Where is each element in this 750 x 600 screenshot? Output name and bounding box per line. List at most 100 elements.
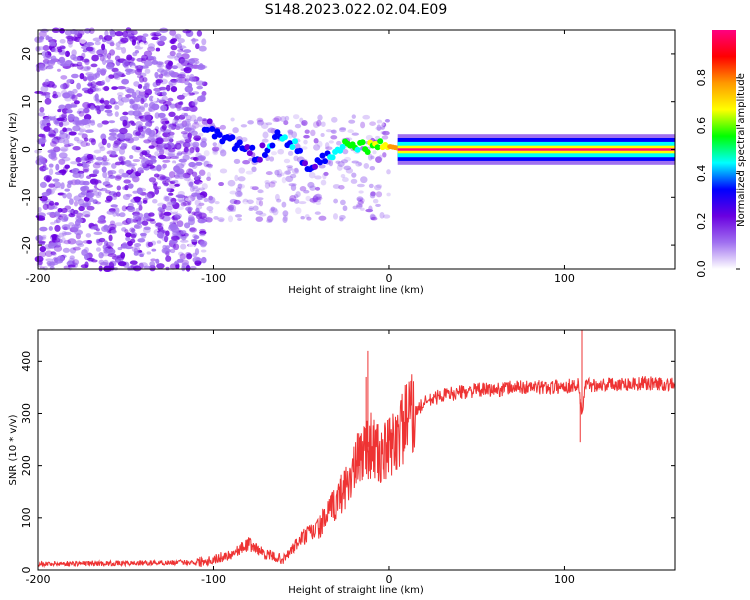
spectrogram-cell xyxy=(369,213,376,221)
spectrogram-cell xyxy=(121,157,130,161)
spectrogram-cell xyxy=(185,253,193,260)
spectrogram-cell xyxy=(159,35,167,42)
spectrogram-cell xyxy=(82,185,90,191)
spectrogram-cell xyxy=(51,138,58,144)
spectrogram-cell xyxy=(43,166,49,171)
ridge-mark xyxy=(204,126,211,133)
spectrogram-cell xyxy=(177,206,184,211)
spectrogram-cell xyxy=(71,94,78,102)
spectrogram-cell xyxy=(176,123,185,129)
spectrogram-cell xyxy=(185,206,193,212)
spectrogram-cell xyxy=(84,261,89,269)
spectrogram-cell xyxy=(49,148,59,154)
x-tick-label: -100 xyxy=(201,272,226,285)
spectrogram-cell xyxy=(163,195,168,200)
spectrogram-cell xyxy=(64,205,72,210)
spectrogram-cell xyxy=(113,70,122,78)
spectrogram-cell xyxy=(283,120,289,126)
spectrogram-cell xyxy=(51,84,57,89)
spectrogram-cell xyxy=(160,212,165,220)
spectrogram-cell xyxy=(189,265,197,271)
spectrogram-cell xyxy=(117,85,126,90)
spectrogram-cell xyxy=(172,211,179,217)
spectrogram-cell xyxy=(178,123,185,130)
spectrogram-cell xyxy=(298,201,307,205)
spectrogram-cell xyxy=(305,195,311,202)
spectrogram-cell xyxy=(171,65,178,70)
x-tick-label: -200 xyxy=(26,573,51,586)
spectrogram-cell xyxy=(316,119,322,127)
spectrogram-cell xyxy=(91,54,99,62)
spectrogram-cell xyxy=(143,60,153,67)
spectrogram-cell xyxy=(299,186,307,192)
spectrogram-cell xyxy=(67,209,75,213)
spectrogram-cell xyxy=(42,62,51,67)
spectrogram-cell xyxy=(127,218,134,224)
spectrogram-cell xyxy=(379,211,385,219)
spectrogram-cell xyxy=(118,148,126,155)
spectrogram-cell xyxy=(190,185,199,189)
spectrogram-cell xyxy=(185,252,192,256)
spectrogram-cell xyxy=(248,207,254,211)
spectrogram-cell xyxy=(374,135,381,140)
spectrogram-cell xyxy=(252,205,259,211)
spectrogram-cell xyxy=(164,196,170,202)
spectrogram-cell xyxy=(287,166,293,172)
spectrogram-cell xyxy=(39,246,46,253)
spectrogram-cell xyxy=(196,85,204,90)
spectrogram-cell xyxy=(183,112,189,117)
spectrogram-cell xyxy=(125,136,134,143)
spectrogram-cell xyxy=(112,144,121,152)
spectrogram-cell xyxy=(168,171,176,179)
spectrogram-cell xyxy=(92,199,98,205)
spectrogram-cell xyxy=(169,248,176,254)
spectrogram-cell xyxy=(373,184,382,191)
spectrogram-cell xyxy=(127,68,136,74)
spectrogram-cell xyxy=(194,60,200,65)
spectrogram-cell xyxy=(58,152,68,159)
spectrogram-cell xyxy=(175,140,185,144)
spectrogram-cell xyxy=(140,97,145,105)
spectrogram-cell xyxy=(370,155,375,160)
spectrogram-cell xyxy=(93,149,102,154)
spectrogram-cell xyxy=(150,258,157,262)
spectrogram-cell xyxy=(58,158,66,165)
spectrogram-cell xyxy=(189,181,194,187)
spectrogram-cell xyxy=(264,180,270,185)
spectrogram-cell xyxy=(60,75,68,80)
spectrogram-cell xyxy=(58,169,67,174)
spectrogram-cell xyxy=(272,208,279,216)
spectrogram-cell xyxy=(101,58,107,65)
spectrogram-cell xyxy=(375,203,381,207)
spectrogram-cell xyxy=(114,111,119,118)
spectrogram-cell xyxy=(132,136,140,141)
spectrogram-cell xyxy=(363,162,370,169)
spectrogram-cell xyxy=(51,242,58,247)
spectrogram-cell xyxy=(351,160,359,164)
spectrogram-cell xyxy=(102,55,109,59)
spectrogram-cell xyxy=(111,86,118,90)
spectrogram-cell xyxy=(214,200,220,205)
spectrogram-cell xyxy=(61,83,67,89)
spectrogram-cell xyxy=(177,42,182,49)
spectrogram-cell xyxy=(79,120,85,127)
spectrogram-cell xyxy=(73,30,80,35)
spectrogram-cell xyxy=(187,179,195,186)
spectrogram-x-ticks: -200 -100 0 100 xyxy=(26,30,575,285)
spectrogram-cell xyxy=(303,134,310,139)
ridge-mark xyxy=(329,154,336,161)
colorbar-tick-label: 0.6 xyxy=(695,117,708,135)
spectrogram-cell xyxy=(108,135,117,141)
spectrogram-cell xyxy=(42,203,49,210)
spectrogram-cell xyxy=(101,43,106,51)
spectrogram-cell xyxy=(132,110,142,117)
spectrogram-cell xyxy=(199,228,206,233)
spectrogram-cell xyxy=(113,139,122,145)
spectrogram-y-label: Frequency (Hz) xyxy=(8,112,19,188)
spectrogram-cell xyxy=(155,74,163,81)
spectrogram-cell xyxy=(155,47,161,52)
spectrogram-cell xyxy=(196,30,203,37)
spectrogram-cell xyxy=(119,135,125,140)
spectrogram-cell xyxy=(92,191,100,196)
spectrogram-cell xyxy=(185,114,192,121)
